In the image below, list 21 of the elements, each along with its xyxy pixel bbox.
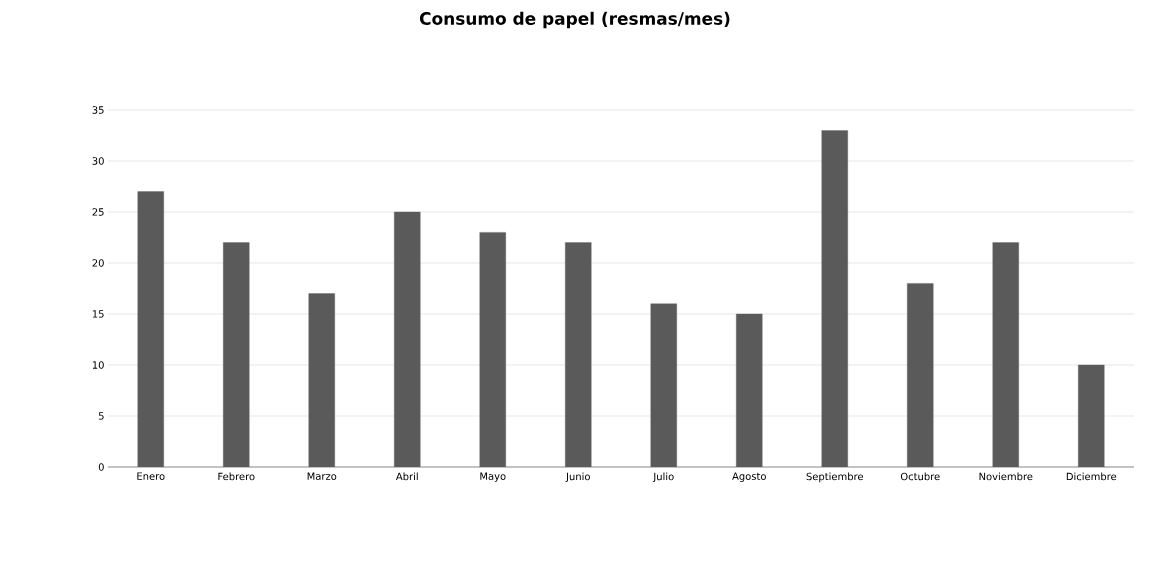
x-tick-label: Noviembre: [979, 472, 1033, 481]
x-tick-label: Octubre: [900, 472, 940, 481]
y-tick-label: 35: [92, 106, 104, 114]
x-tick-label: Julio: [652, 472, 674, 483]
chart-title: Consumo de papel (resmas/mes): [419, 11, 730, 29]
y-tick-label: 25: [92, 208, 104, 216]
x-tick-label: Mayo: [480, 472, 506, 482]
x-tick-label: Septiembre: [806, 472, 864, 483]
y-tick-label: 5: [98, 412, 104, 420]
y-tick-label: 0: [98, 463, 104, 471]
y-tick-label: 30: [92, 157, 104, 165]
y-tick-label: 15: [92, 310, 104, 318]
x-tick-label: Febrero: [218, 472, 255, 481]
x-tick-label: Junio: [565, 472, 590, 483]
x-tick-label: Marzo: [307, 472, 337, 480]
y-tick-label: 20: [92, 259, 104, 267]
x-tick-label: Agosto: [732, 472, 766, 482]
x-tick-label: Diciembre: [1066, 472, 1117, 481]
x-tick-label: Abril: [395, 472, 418, 481]
y-tick-label: 10: [92, 361, 104, 369]
x-tick-label: Enero: [137, 472, 165, 480]
